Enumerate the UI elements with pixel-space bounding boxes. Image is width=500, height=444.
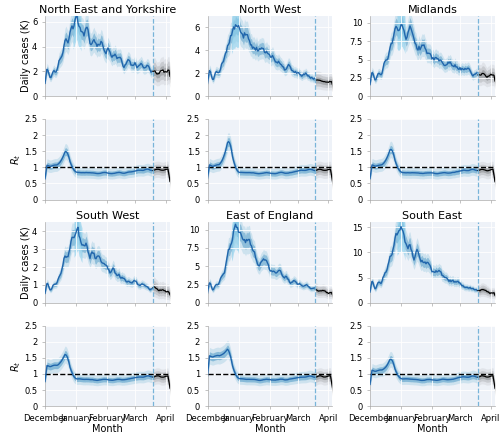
Y-axis label: $R_t$: $R_t$ [9,360,23,372]
Title: Midlands: Midlands [408,5,458,15]
Y-axis label: Daily cases (K): Daily cases (K) [20,20,30,92]
Title: South West: South West [76,211,139,222]
Y-axis label: Daily cases (K): Daily cases (K) [20,226,30,299]
Title: South East: South East [402,211,462,222]
X-axis label: Month: Month [254,424,286,434]
X-axis label: Month: Month [417,424,448,434]
Title: East of England: East of England [226,211,314,222]
Title: North East and Yorkshire: North East and Yorkshire [39,5,176,15]
Title: North West: North West [239,5,301,15]
Y-axis label: $R_t$: $R_t$ [9,154,23,165]
X-axis label: Month: Month [92,424,123,434]
